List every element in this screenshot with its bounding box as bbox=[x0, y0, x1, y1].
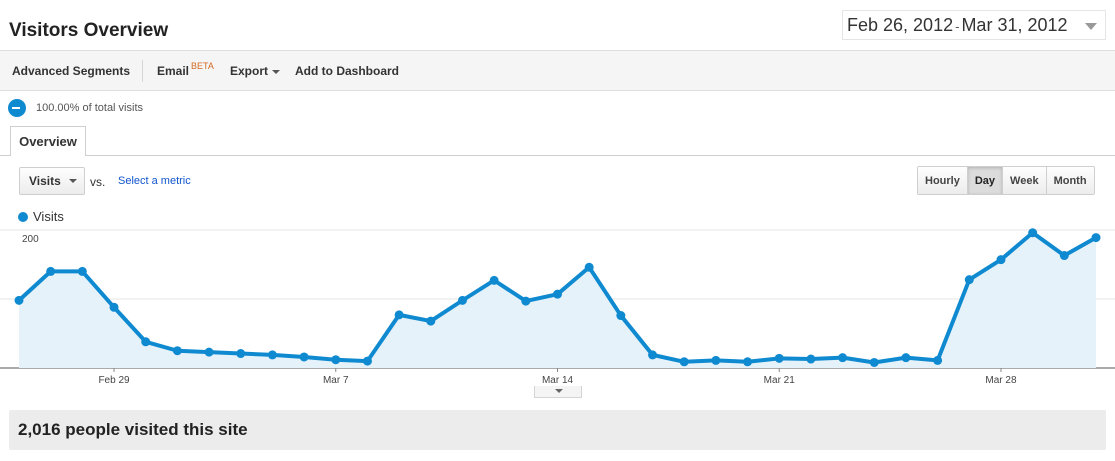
export-button[interactable]: Export bbox=[230, 64, 281, 78]
week-button[interactable]: Week bbox=[1002, 167, 1046, 194]
legend-label: Visits bbox=[33, 209, 64, 224]
data-point bbox=[869, 357, 879, 367]
email-label: Email bbox=[157, 64, 190, 78]
data-point bbox=[489, 275, 499, 285]
hourly-button[interactable]: Hourly bbox=[918, 167, 967, 194]
month-button[interactable]: Month bbox=[1045, 167, 1094, 194]
date-range-picker[interactable]: Feb 26, 2012 - Mar 31, 2012 bbox=[842, 10, 1106, 40]
data-point bbox=[553, 289, 562, 299]
chevron-down-icon[interactable] bbox=[1085, 23, 1097, 30]
data-point bbox=[933, 355, 943, 365]
email-button[interactable]: Email BETA bbox=[157, 61, 214, 78]
data-point bbox=[1059, 251, 1069, 261]
data-point bbox=[521, 296, 531, 306]
data-point bbox=[204, 347, 214, 357]
data-point bbox=[838, 353, 848, 363]
chart-expand-handle[interactable] bbox=[534, 386, 582, 398]
data-point bbox=[267, 350, 277, 360]
legend-dot-icon bbox=[18, 211, 28, 222]
data-point bbox=[1091, 233, 1101, 243]
date-separator: - bbox=[955, 18, 960, 34]
toolbar: Advanced Segments Email BETA Export Add t… bbox=[0, 50, 1115, 91]
data-point bbox=[648, 350, 658, 360]
x-tick-label: Mar 7 bbox=[323, 375, 349, 386]
data-point bbox=[711, 355, 721, 365]
data-point bbox=[299, 352, 309, 362]
data-point bbox=[141, 337, 151, 347]
advanced-segments-button[interactable]: Advanced Segments bbox=[12, 64, 131, 78]
granularity-toggle: Hourly Day Week Month bbox=[917, 166, 1095, 195]
tab-overview[interactable]: Overview bbox=[10, 126, 86, 156]
data-point bbox=[616, 311, 626, 321]
export-label: Export bbox=[230, 64, 269, 78]
select-metric-link[interactable]: Select a metric bbox=[118, 175, 191, 187]
y-tick-label: 200 bbox=[22, 234, 39, 245]
vs-label: vs. bbox=[90, 175, 106, 189]
toolbar-divider bbox=[142, 60, 143, 82]
chart-legend: Visits bbox=[18, 209, 64, 224]
date-end: Mar 31, 2012 bbox=[961, 14, 1068, 35]
chevron-down-icon bbox=[272, 69, 281, 74]
metric-label: Visits bbox=[29, 174, 61, 188]
data-point bbox=[236, 349, 246, 359]
data-point bbox=[362, 356, 372, 366]
page-title: Visitors Overview bbox=[9, 20, 169, 41]
x-tick-label: Feb 29 bbox=[98, 375, 130, 386]
data-point bbox=[426, 316, 436, 326]
date-start: Feb 26, 2012 bbox=[847, 14, 954, 35]
x-tick-label: Mar 14 bbox=[542, 375, 574, 386]
data-point bbox=[774, 353, 784, 363]
x-tick-label: Mar 21 bbox=[764, 375, 796, 386]
data-point bbox=[584, 262, 594, 272]
add-to-dashboard-button[interactable]: Add to Dashboard bbox=[295, 64, 399, 78]
tab-divider bbox=[0, 155, 1115, 156]
summary-banner: 2,016 people visited this site bbox=[9, 410, 1106, 450]
segment-pie-icon bbox=[8, 99, 26, 117]
data-point bbox=[457, 295, 467, 305]
data-point bbox=[331, 355, 341, 365]
data-point bbox=[46, 266, 56, 276]
data-point bbox=[14, 295, 24, 305]
x-tick-label: Mar 28 bbox=[985, 375, 1017, 386]
metric-dropdown[interactable]: Visits bbox=[19, 167, 85, 195]
data-point bbox=[1028, 228, 1038, 238]
data-point bbox=[901, 353, 911, 363]
data-point bbox=[964, 275, 974, 285]
segment-percent: 100.00% of total visits bbox=[36, 102, 144, 114]
chevron-down-icon bbox=[68, 179, 77, 183]
data-point bbox=[394, 310, 404, 320]
data-point bbox=[743, 357, 753, 367]
data-point bbox=[679, 357, 689, 367]
data-point bbox=[109, 302, 119, 312]
day-button[interactable]: Day bbox=[966, 167, 1003, 194]
visits-area bbox=[19, 232, 1096, 368]
data-point bbox=[806, 354, 816, 364]
data-point bbox=[77, 266, 87, 276]
data-point bbox=[172, 346, 182, 356]
beta-badge: BETA bbox=[191, 61, 214, 71]
data-point bbox=[996, 255, 1006, 265]
